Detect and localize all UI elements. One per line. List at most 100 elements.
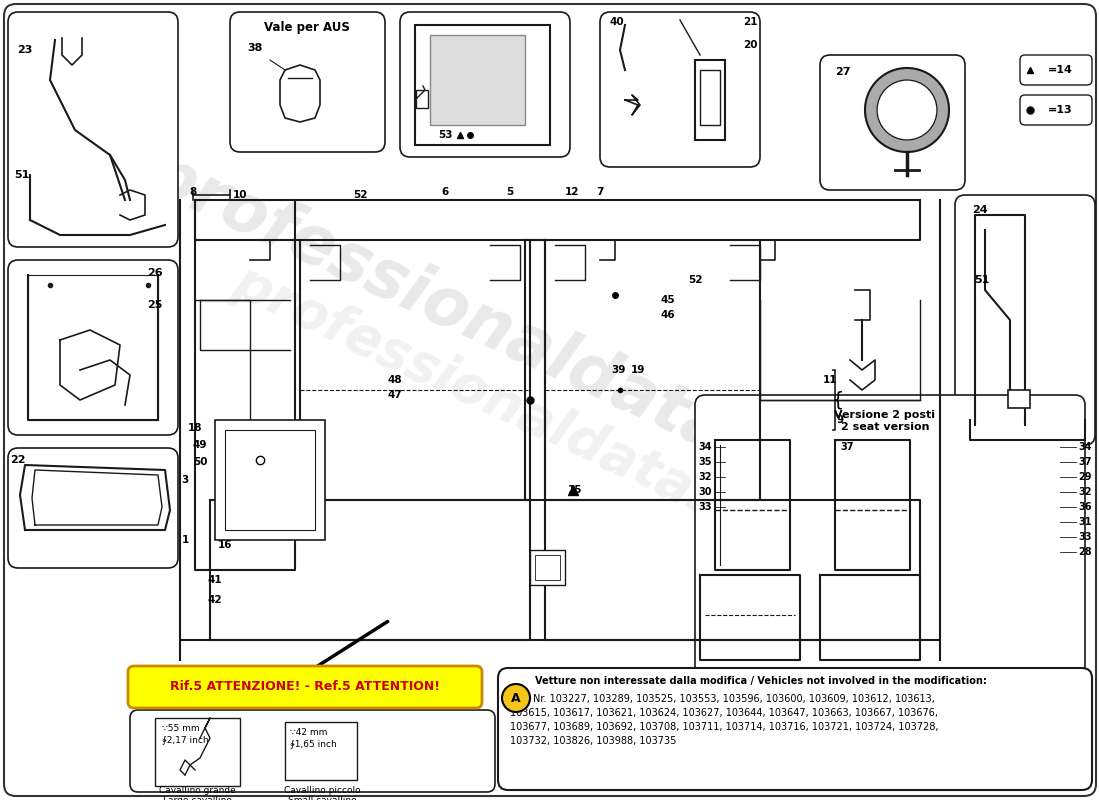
- FancyBboxPatch shape: [130, 710, 495, 792]
- FancyBboxPatch shape: [8, 12, 178, 247]
- Text: 4: 4: [364, 685, 372, 695]
- Bar: [155, 718, 240, 786]
- Text: 29: 29: [1078, 472, 1091, 482]
- Text: 1: 1: [182, 535, 188, 545]
- Text: A: A: [512, 691, 520, 705]
- Text: 46: 46: [661, 310, 675, 320]
- Text: 32: 32: [698, 472, 712, 482]
- Text: 12: 12: [564, 187, 580, 197]
- Text: 41: 41: [208, 575, 222, 585]
- Text: 7: 7: [596, 187, 604, 197]
- Text: {: {: [832, 390, 844, 410]
- Bar: [530, 550, 565, 585]
- Text: 15: 15: [568, 485, 582, 495]
- Text: Ass. Nr. 103227, 103289, 103525, 103553, 103596, 103600, 103609, 103612, 103613,: Ass. Nr. 103227, 103289, 103525, 103553,…: [510, 694, 935, 704]
- Text: 24: 24: [972, 205, 988, 215]
- Text: 18: 18: [188, 423, 202, 433]
- Bar: [1008, 390, 1030, 408]
- Bar: [214, 420, 324, 540]
- Bar: [700, 70, 720, 125]
- FancyBboxPatch shape: [4, 4, 1096, 796]
- Bar: [535, 555, 560, 580]
- Text: Vale per AUS: Vale per AUS: [264, 22, 350, 34]
- Text: 103677, 103689, 103692, 103708, 103711, 103714, 103716, 103721, 103724, 103728,: 103677, 103689, 103692, 103708, 103711, …: [510, 722, 938, 732]
- Text: 47: 47: [387, 390, 403, 400]
- Text: 103615, 103617, 103621, 103624, 103627, 103644, 103647, 103663, 103667, 103676,: 103615, 103617, 103621, 103624, 103627, …: [510, 708, 938, 718]
- Text: 19: 19: [630, 365, 646, 375]
- Text: 27: 27: [835, 67, 850, 77]
- FancyBboxPatch shape: [230, 12, 385, 152]
- Text: 28: 28: [1078, 547, 1091, 557]
- Text: Rif.5 ATTENZIONE! - Ref.5 ATTENTION!: Rif.5 ATTENZIONE! - Ref.5 ATTENTION!: [170, 681, 440, 694]
- FancyBboxPatch shape: [1020, 55, 1092, 85]
- Text: 26: 26: [147, 268, 163, 278]
- Text: ∵42 mm: ∵42 mm: [290, 728, 328, 737]
- FancyBboxPatch shape: [400, 12, 570, 157]
- Text: 40: 40: [609, 17, 625, 27]
- Text: 38: 38: [248, 43, 263, 53]
- Text: 16: 16: [218, 540, 232, 550]
- Text: 6: 6: [441, 187, 449, 197]
- Text: 2: 2: [472, 685, 478, 695]
- Text: professionaldataservice: professionaldataservice: [226, 255, 894, 605]
- Text: 52: 52: [688, 275, 702, 285]
- Bar: [415, 25, 550, 145]
- Text: 44: 44: [273, 685, 287, 695]
- Text: 17: 17: [422, 685, 438, 695]
- Text: 45: 45: [661, 295, 675, 305]
- Bar: [285, 722, 358, 780]
- Text: 21: 21: [742, 17, 757, 27]
- Text: Cavallino grande
Large cavallino: Cavallino grande Large cavallino: [158, 786, 235, 800]
- Text: =14: =14: [1047, 65, 1072, 75]
- FancyBboxPatch shape: [820, 55, 965, 190]
- Circle shape: [865, 68, 949, 152]
- Text: 48: 48: [387, 375, 403, 385]
- Text: 51: 51: [14, 170, 30, 180]
- Text: 34: 34: [1078, 442, 1091, 452]
- Text: 11: 11: [823, 375, 837, 385]
- Text: Cavallino piccolo
Small cavallino: Cavallino piccolo Small cavallino: [284, 786, 361, 800]
- Bar: [28, 275, 158, 420]
- Text: =13: =13: [1047, 105, 1072, 115]
- Text: 52: 52: [353, 190, 367, 200]
- Text: 103732, 103826, 103988, 103735: 103732, 103826, 103988, 103735: [510, 736, 676, 746]
- Text: 32: 32: [1078, 487, 1091, 497]
- Text: ∵55 mm: ∵55 mm: [162, 724, 199, 733]
- FancyBboxPatch shape: [1020, 95, 1092, 125]
- Text: 3: 3: [182, 475, 188, 485]
- Bar: [430, 35, 525, 125]
- Text: 22: 22: [10, 455, 25, 465]
- FancyBboxPatch shape: [498, 668, 1092, 790]
- FancyBboxPatch shape: [128, 666, 482, 708]
- Text: 33: 33: [1078, 532, 1091, 542]
- Circle shape: [502, 684, 530, 712]
- Text: Versione 2 posti
2 seat version: Versione 2 posti 2 seat version: [835, 410, 935, 432]
- Text: 23: 23: [18, 45, 33, 55]
- Text: 50: 50: [192, 457, 207, 467]
- Text: 30: 30: [698, 487, 712, 497]
- Text: Vetture non interessate dalla modifica / Vehicles not involved in the modificati: Vetture non interessate dalla modifica /…: [535, 676, 987, 686]
- FancyBboxPatch shape: [695, 395, 1085, 675]
- Text: 5: 5: [506, 187, 514, 197]
- Text: 43: 43: [238, 685, 252, 695]
- Text: 33: 33: [698, 502, 712, 512]
- Text: 35: 35: [698, 457, 712, 467]
- Text: 53: 53: [438, 130, 452, 140]
- Text: 34: 34: [698, 442, 712, 452]
- Text: 42: 42: [208, 595, 222, 605]
- Bar: [416, 90, 428, 108]
- Text: 37: 37: [1078, 457, 1091, 467]
- Text: 39: 39: [610, 365, 625, 375]
- FancyBboxPatch shape: [8, 260, 178, 435]
- Text: 37: 37: [840, 442, 854, 452]
- Circle shape: [877, 80, 937, 140]
- Text: 36: 36: [1078, 502, 1091, 512]
- Text: 51: 51: [975, 275, 990, 285]
- Bar: [695, 60, 725, 140]
- FancyBboxPatch shape: [955, 195, 1094, 445]
- Text: professionaldataservice: professionaldataservice: [138, 139, 982, 581]
- Text: 9: 9: [836, 415, 844, 425]
- FancyBboxPatch shape: [8, 448, 178, 568]
- Text: 8: 8: [189, 187, 197, 197]
- Text: ∲2,17 inch: ∲2,17 inch: [162, 735, 209, 744]
